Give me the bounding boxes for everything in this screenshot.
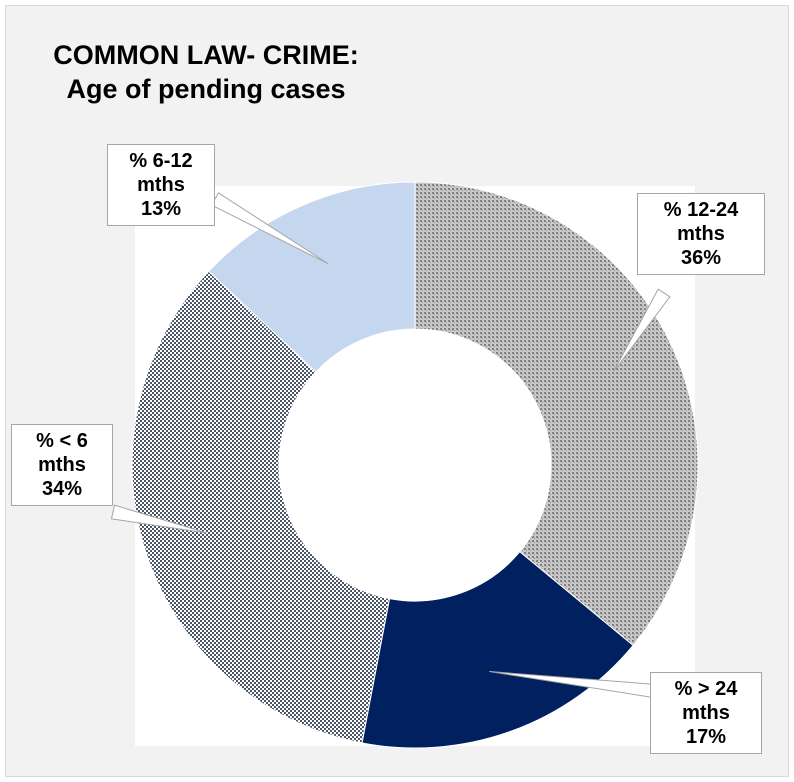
data-label-under-6-mths: % < 6 mths 34% <box>11 424 113 506</box>
data-label-6-12-mths: % 6-12 mths 13% <box>107 144 215 226</box>
data-label-12-24-mths: % 12-24 mths 36% <box>637 193 765 275</box>
donut-slice--12-24-mths <box>414 181 699 647</box>
leader-line-3 <box>210 192 329 264</box>
donut-slice--6-mths <box>131 270 391 744</box>
data-label-over-24-mths: % > 24 mths 17% <box>650 672 762 754</box>
leader-line-0 <box>613 288 671 372</box>
leader-line-2 <box>110 504 207 534</box>
donut-slice--24-mths <box>361 550 634 749</box>
chart-title: COMMON LAW- CRIME: Age of pending cases <box>6 38 406 106</box>
leader-lines <box>110 192 671 700</box>
chart-title-line-2: Age of pending cases <box>66 74 346 104</box>
chart-title-line-1: COMMON LAW- CRIME: <box>53 40 359 70</box>
donut-slices <box>131 181 699 749</box>
